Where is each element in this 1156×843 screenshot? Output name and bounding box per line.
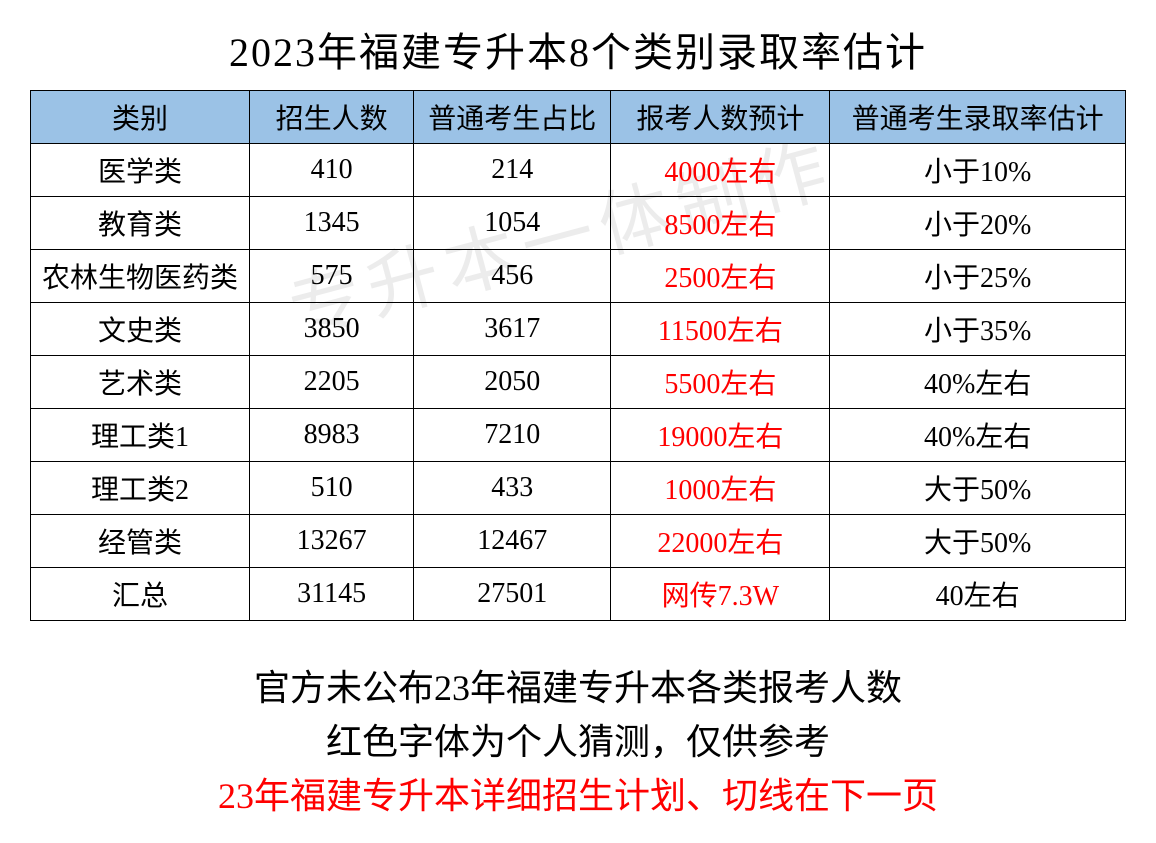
header-rate: 普通考生录取率估计: [830, 91, 1126, 144]
cell-enrollment: 510: [250, 462, 414, 515]
note-line-2: 红色字体为个人猜测，仅供参考: [30, 715, 1126, 769]
cell-enrollment: 2205: [250, 356, 414, 409]
cell-ratio: 214: [414, 144, 611, 197]
header-expected: 报考人数预计: [611, 91, 830, 144]
table-row: 文史类3850361711500左右小于35%: [31, 303, 1126, 356]
cell-category: 理工类2: [31, 462, 250, 515]
cell-category: 文史类: [31, 303, 250, 356]
table-row: 汇总3114527501网传7.3W40左右: [31, 568, 1126, 621]
cell-rate: 小于25%: [830, 250, 1126, 303]
header-category: 类别: [31, 91, 250, 144]
header-enrollment: 招生人数: [250, 91, 414, 144]
cell-category: 艺术类: [31, 356, 250, 409]
cell-rate: 大于50%: [830, 515, 1126, 568]
cell-ratio: 3617: [414, 303, 611, 356]
header-ratio: 普通考生占比: [414, 91, 611, 144]
cell-category: 汇总: [31, 568, 250, 621]
table-row: 农林生物医药类5754562500左右小于25%: [31, 250, 1126, 303]
cell-expected: 网传7.3W: [611, 568, 830, 621]
note-line-3: 23年福建专升本详细招生计划、切线在下一页: [30, 769, 1126, 823]
cell-rate: 40%左右: [830, 356, 1126, 409]
cell-expected: 5500左右: [611, 356, 830, 409]
page-title: 2023年福建专升本8个类别录取率估计: [30, 20, 1126, 78]
table-header-row: 类别 招生人数 普通考生占比 报考人数预计 普通考生录取率估计: [31, 91, 1126, 144]
cell-expected: 22000左右: [611, 515, 830, 568]
table-row: 艺术类220520505500左右40%左右: [31, 356, 1126, 409]
cell-expected: 8500左右: [611, 197, 830, 250]
cell-ratio: 7210: [414, 409, 611, 462]
cell-rate: 40左右: [830, 568, 1126, 621]
cell-category: 理工类1: [31, 409, 250, 462]
cell-ratio: 12467: [414, 515, 611, 568]
cell-expected: 4000左右: [611, 144, 830, 197]
cell-enrollment: 31145: [250, 568, 414, 621]
cell-category: 农林生物医药类: [31, 250, 250, 303]
cell-rate: 小于20%: [830, 197, 1126, 250]
cell-category: 医学类: [31, 144, 250, 197]
cell-ratio: 1054: [414, 197, 611, 250]
cell-enrollment: 13267: [250, 515, 414, 568]
cell-ratio: 433: [414, 462, 611, 515]
table-row: 理工类18983721019000左右40%左右: [31, 409, 1126, 462]
cell-category: 教育类: [31, 197, 250, 250]
cell-enrollment: 8983: [250, 409, 414, 462]
table-row: 理工类25104331000左右大于50%: [31, 462, 1126, 515]
cell-rate: 小于35%: [830, 303, 1126, 356]
cell-enrollment: 575: [250, 250, 414, 303]
cell-category: 经管类: [31, 515, 250, 568]
cell-rate: 大于50%: [830, 462, 1126, 515]
cell-expected: 1000左右: [611, 462, 830, 515]
admission-rate-table: 类别 招生人数 普通考生占比 报考人数预计 普通考生录取率估计 医学类41021…: [30, 90, 1126, 621]
footer-notes: 官方未公布23年福建专升本各类报考人数 红色字体为个人猜测，仅供参考 23年福建…: [30, 661, 1126, 823]
cell-enrollment: 3850: [250, 303, 414, 356]
cell-enrollment: 1345: [250, 197, 414, 250]
cell-ratio: 27501: [414, 568, 611, 621]
cell-rate: 40%左右: [830, 409, 1126, 462]
cell-expected: 19000左右: [611, 409, 830, 462]
table-row: 教育类134510548500左右小于20%: [31, 197, 1126, 250]
cell-rate: 小于10%: [830, 144, 1126, 197]
note-line-1: 官方未公布23年福建专升本各类报考人数: [30, 661, 1126, 715]
table-row: 经管类132671246722000左右大于50%: [31, 515, 1126, 568]
cell-enrollment: 410: [250, 144, 414, 197]
cell-expected: 2500左右: [611, 250, 830, 303]
cell-expected: 11500左右: [611, 303, 830, 356]
cell-ratio: 2050: [414, 356, 611, 409]
table-row: 医学类4102144000左右小于10%: [31, 144, 1126, 197]
cell-ratio: 456: [414, 250, 611, 303]
